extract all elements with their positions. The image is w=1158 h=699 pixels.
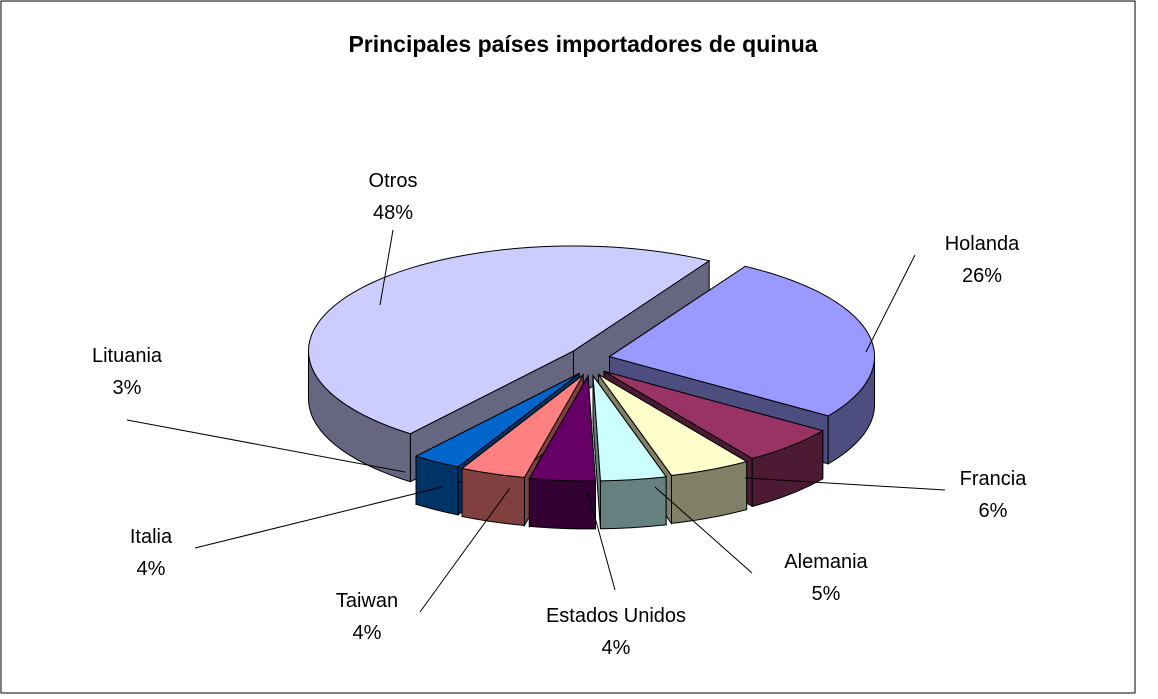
slice-value-label: 5% — [812, 583, 841, 605]
slice-value-label: 4% — [602, 637, 631, 659]
slice-top — [598, 374, 748, 476]
slice-label: Estados Unidos — [546, 605, 686, 627]
leader-line — [865, 254, 916, 353]
slice-wall — [528, 477, 596, 530]
leader-line — [126, 419, 406, 473]
slice-label: Holanda — [945, 233, 1020, 255]
slice-label: Alemania — [784, 551, 868, 573]
slice-value-label: 48% — [373, 202, 413, 224]
leader-line — [587, 491, 616, 591]
slice-wall — [599, 476, 667, 530]
slice-label: Italia — [130, 526, 173, 548]
leader-line — [744, 477, 946, 491]
slice-top — [307, 245, 711, 435]
chart-title: Principales países importadores de quinu… — [348, 31, 817, 57]
slice-label: Francia — [960, 468, 1028, 490]
slice-top — [592, 374, 668, 482]
slice-value-label: 4% — [137, 558, 166, 580]
slice-value-label: 6% — [979, 500, 1008, 522]
slice-value-label: 3% — [113, 377, 142, 399]
pie-slice — [528, 374, 596, 530]
slice-value-label: 26% — [962, 265, 1002, 287]
leader-line — [194, 486, 443, 549]
leader-line — [419, 487, 511, 613]
leader-line — [654, 486, 753, 574]
slice-top — [460, 374, 584, 478]
slice-label: Otros — [369, 170, 418, 192]
pie-slice — [592, 374, 668, 530]
leader-line — [379, 229, 394, 306]
slice-top — [608, 265, 876, 417]
slice-label: Lituania — [92, 345, 163, 367]
slice-label: Taiwan — [336, 590, 398, 612]
slice-top — [414, 373, 580, 468]
slice-top — [603, 370, 825, 459]
slice-value-label: 4% — [353, 622, 382, 644]
slice-top — [528, 374, 596, 482]
